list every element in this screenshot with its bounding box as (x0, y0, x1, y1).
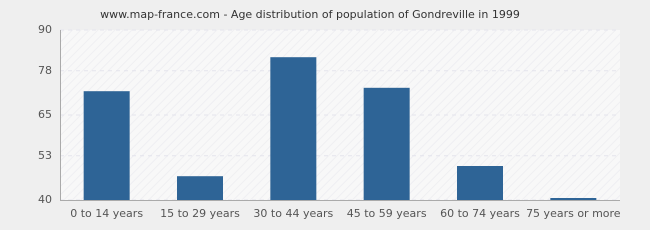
bar (83, 91, 130, 200)
bar (177, 176, 223, 200)
y-tick-label: 40 (38, 193, 52, 206)
chart: www.map-france.com - Age distribution of… (0, 0, 650, 230)
bar (550, 198, 597, 200)
bar (457, 166, 503, 200)
x-tick-label: 15 to 29 years (160, 207, 240, 220)
y-tick-label: 65 (38, 108, 52, 121)
x-tick-label: 60 to 74 years (440, 207, 520, 220)
x-tick-label: 45 to 59 years (347, 207, 427, 220)
chart-title: www.map-france.com - Age distribution of… (100, 8, 520, 21)
bar (363, 87, 410, 200)
x-tick-label: 0 to 14 years (70, 207, 143, 220)
x-tick-label: 75 years or more (526, 207, 621, 220)
bar (270, 57, 317, 201)
y-tick-label: 78 (38, 64, 52, 77)
x-tick-label: 30 to 44 years (253, 207, 333, 220)
y-tick-label: 53 (38, 149, 52, 162)
y-tick-label: 90 (38, 23, 52, 36)
